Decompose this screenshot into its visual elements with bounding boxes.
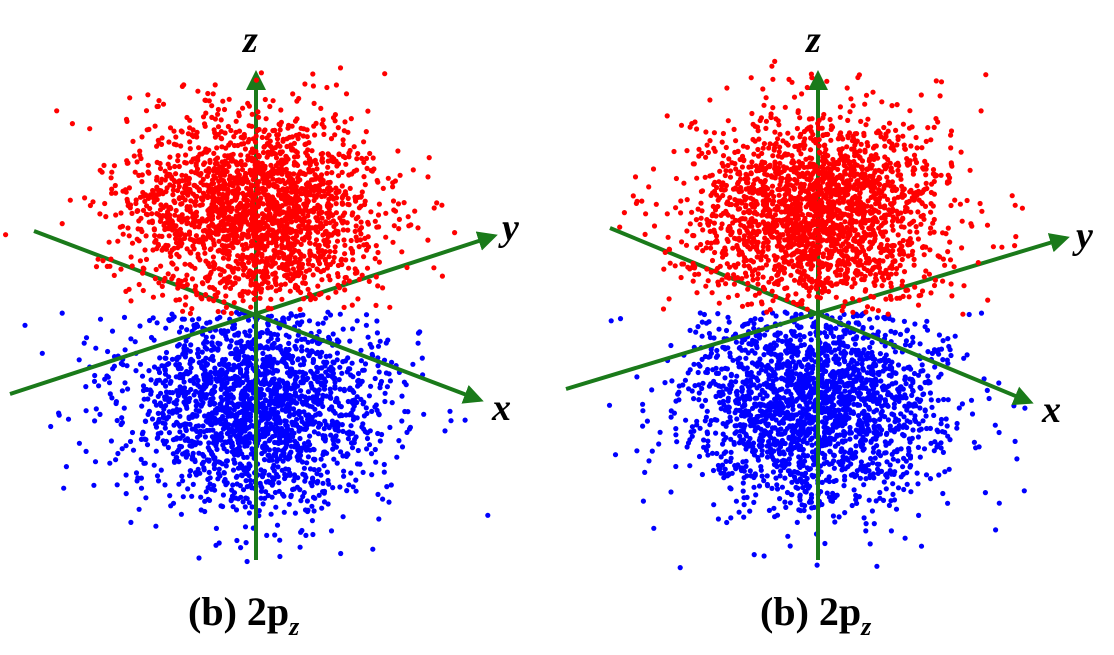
caption-right-subscript: z (861, 612, 872, 641)
x-axis-label-right: x (1041, 389, 1061, 431)
x-axis-left (33, 229, 484, 404)
caption-left-text: (b) 2p (188, 589, 290, 634)
x-axis-label-left: x (491, 387, 511, 429)
z-axis-label-left: z (241, 19, 258, 61)
lower-lobe-right (606, 309, 1028, 571)
caption-left-subscript: z (289, 612, 300, 641)
axes-right (565, 70, 1070, 560)
lower-lobe-left (22, 309, 491, 565)
x-axis-right (609, 226, 1034, 406)
upper-lobe-right (617, 58, 1025, 317)
caption-right: (b) 2pz (760, 588, 871, 642)
caption-left: (b) 2pz (188, 588, 299, 642)
upper-lobe-left (3, 65, 458, 317)
z-axis-label-right: z (804, 19, 821, 61)
y-axis-label-left: y (498, 207, 519, 249)
caption-right-text: (b) 2p (760, 589, 862, 634)
panel-right: z y x (565, 19, 1093, 571)
y-axis-label-right: y (1072, 215, 1093, 257)
panel-left: z y x (3, 19, 519, 565)
